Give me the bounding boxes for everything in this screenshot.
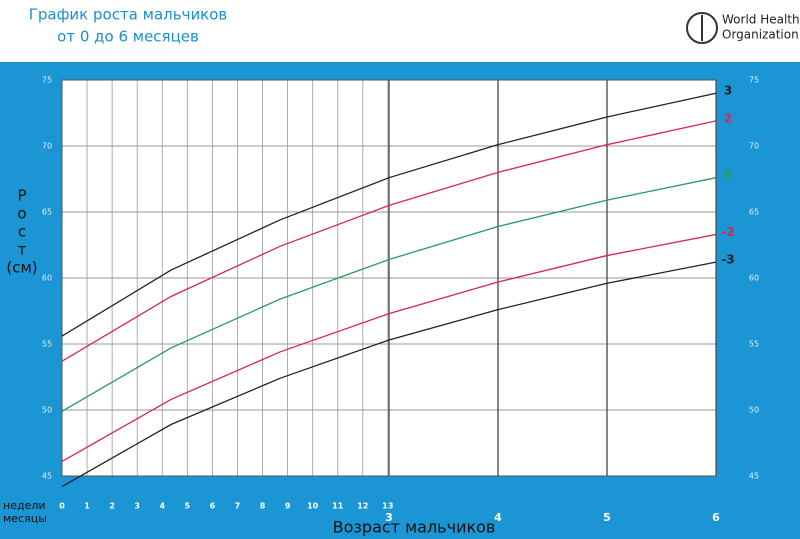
series-label: 2: [724, 111, 732, 125]
y-tick-label: 60: [42, 274, 52, 283]
x2-tick-label: 6: [210, 502, 216, 511]
x2-tick-label: 2: [109, 502, 115, 511]
y-tick-label-right: 75: [749, 76, 759, 85]
series-label: -3: [721, 253, 734, 267]
x2-tick-label: 9: [285, 502, 291, 511]
y-tick-label-right: 65: [749, 208, 759, 217]
logo-text: World Health: [722, 13, 800, 27]
x2-tick-label: 4: [159, 502, 165, 511]
y-axis-label: о: [17, 205, 26, 223]
plot-border: [61, 79, 717, 477]
x2-tick-label: 1: [84, 502, 90, 511]
y-tick-label-right: 50: [749, 406, 759, 415]
series-label: 3: [724, 84, 732, 98]
series-line: [61, 261, 717, 488]
y-tick-label: 50: [42, 406, 52, 415]
x2-tick-label: 5: [185, 502, 191, 511]
who-logo: [686, 12, 718, 44]
y-axis-label: (см): [6, 259, 37, 277]
x2-tick-label: 7: [235, 502, 241, 511]
y-tick-label-right: 60: [749, 274, 759, 283]
x2-tick-label: 0: [59, 502, 65, 511]
series-line: [61, 120, 717, 362]
x2-axis-label: недели: [3, 499, 46, 512]
chart-subtitle: от 0 до 6 месяцев: [57, 28, 199, 46]
y-axis-label: Р: [17, 187, 26, 205]
y-tick-label: 65: [42, 208, 52, 217]
x2-tick-label: 8: [260, 502, 266, 511]
series-line: [61, 177, 717, 412]
series-label: -2: [721, 225, 734, 239]
logo-emblem: [686, 12, 718, 44]
series-line: [61, 233, 717, 463]
x-tick-label: 4: [494, 511, 502, 524]
x2-tick-label: 12: [357, 502, 368, 511]
chart-title: График роста мальчиков: [29, 6, 228, 24]
y-tick-label-right: 45: [749, 472, 759, 481]
y-axis-label: с: [18, 223, 26, 241]
x2-tick-label: 13: [382, 502, 393, 511]
x-tick-label: 6: [712, 511, 720, 524]
logo-text: Organization: [722, 28, 799, 42]
x-axis-label: Возраст мальчиков: [333, 518, 496, 537]
x2-tick-label: 3: [134, 502, 140, 511]
y-tick-label: 45: [42, 472, 52, 481]
x-tick-label: 5: [603, 511, 611, 524]
x-tick-label: 3: [385, 511, 393, 524]
x-axis-label-unit: месяцы: [3, 512, 47, 525]
y-tick-label: 75: [42, 76, 52, 85]
x2-tick-label: 10: [307, 502, 319, 511]
series-label: 0: [724, 168, 732, 182]
y-axis-label: т: [18, 241, 27, 259]
y-tick-label-right: 55: [749, 340, 759, 349]
x2-tick-label: 11: [332, 502, 344, 511]
y-tick-label: 55: [42, 340, 52, 349]
y-tick-label-right: 70: [749, 142, 759, 151]
y-tick-label: 70: [42, 142, 52, 151]
series-line: [61, 92, 717, 337]
